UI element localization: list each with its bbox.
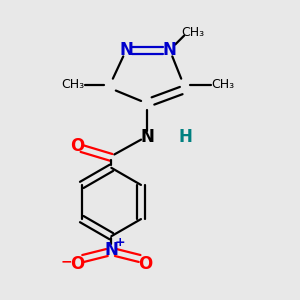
Text: CH₃: CH₃ (61, 78, 84, 91)
Text: N: N (119, 41, 133, 59)
Text: CH₃: CH₃ (182, 26, 205, 39)
Text: H: H (179, 128, 193, 146)
Text: N: N (140, 128, 154, 146)
Text: −: − (61, 254, 73, 268)
Text: N: N (104, 241, 118, 259)
Text: O: O (70, 255, 84, 273)
Text: N: N (162, 41, 176, 59)
Text: CH₃: CH₃ (211, 78, 234, 91)
Text: O: O (70, 136, 84, 154)
Text: +: + (115, 236, 126, 249)
Text: O: O (138, 255, 153, 273)
